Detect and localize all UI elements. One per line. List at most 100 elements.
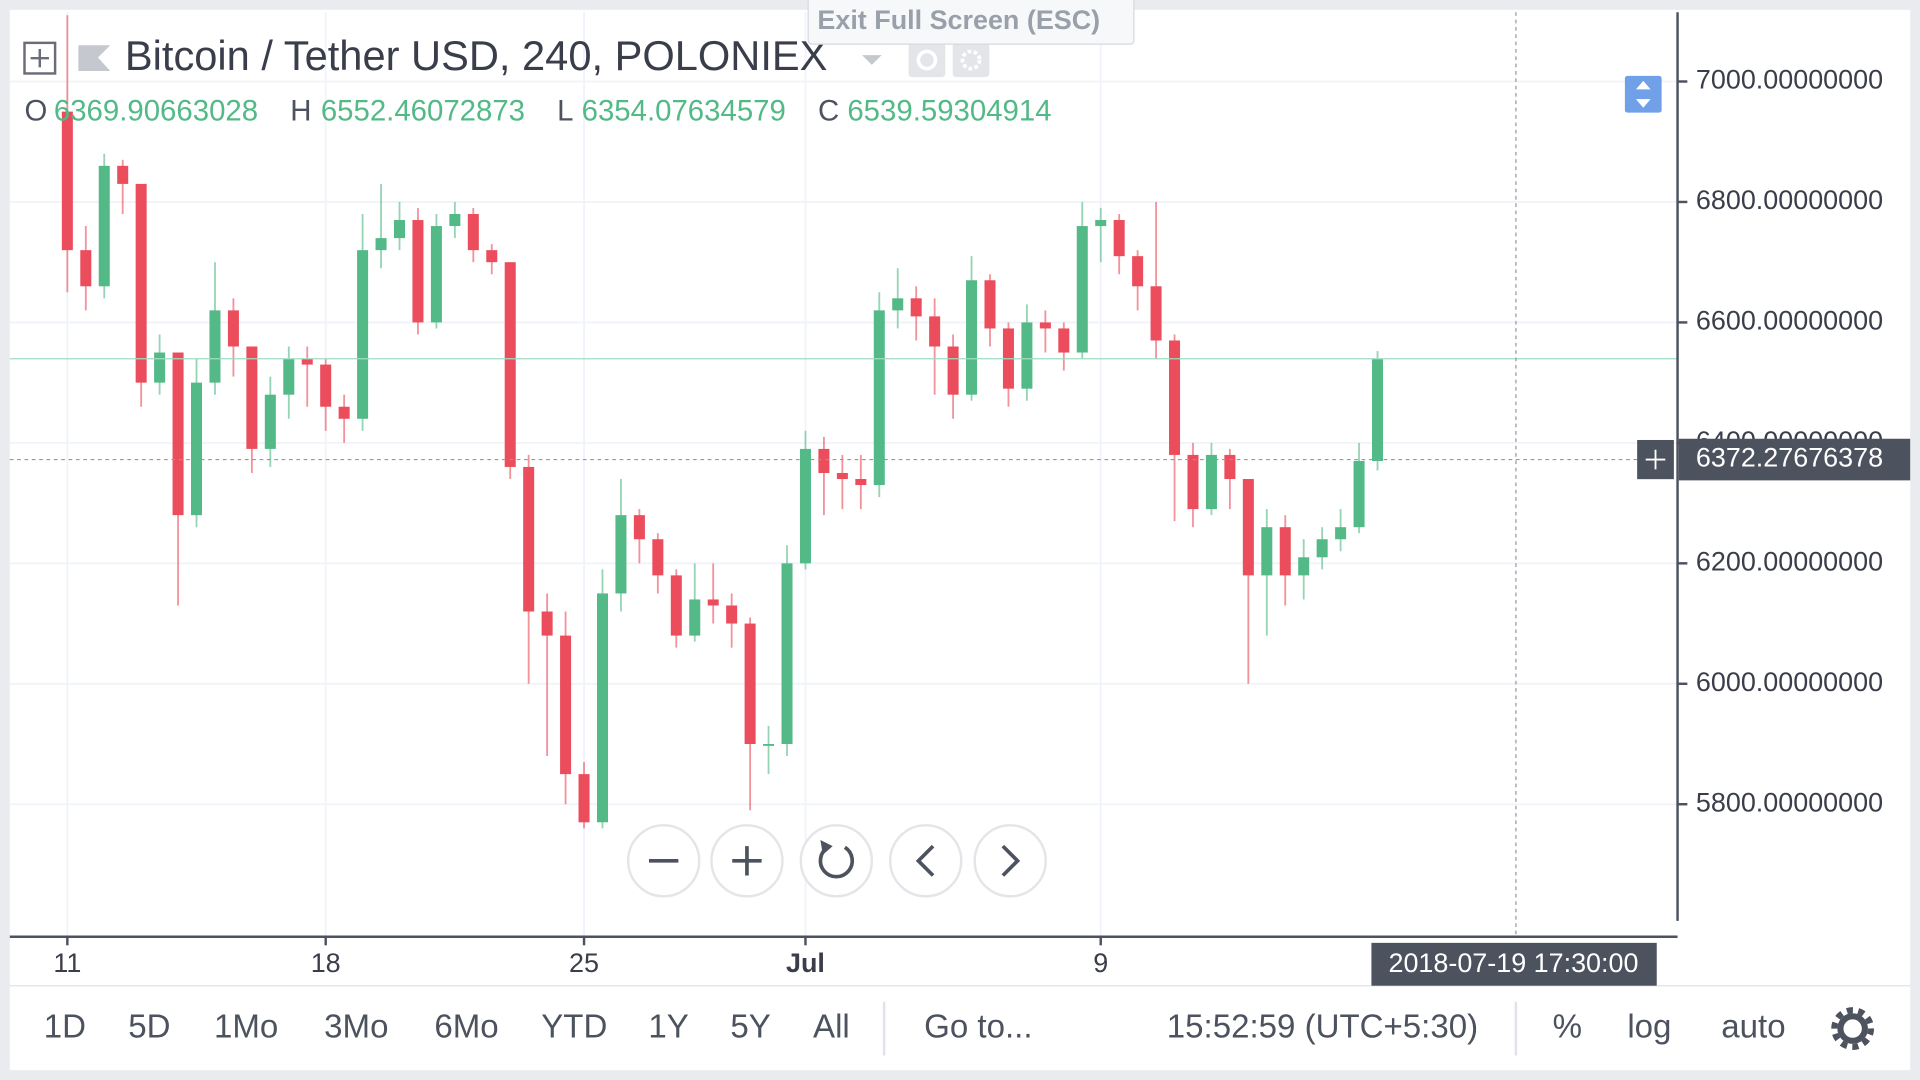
candle-body — [670, 575, 682, 636]
candle-body — [135, 183, 147, 383]
candle-body — [467, 214, 479, 251]
crosshair-price-label: 6372.27676378 — [1696, 443, 1883, 473]
candle-body — [799, 448, 811, 564]
scroll-icon — [1635, 80, 1651, 108]
y-tick-label: 7000.00000000 — [1696, 65, 1883, 95]
scroll-right-icon — [1001, 844, 1021, 877]
candle-body — [1316, 539, 1328, 558]
y-tick-label: 6000.00000000 — [1696, 667, 1883, 697]
candle-body — [98, 165, 110, 287]
candle-body — [1279, 527, 1291, 576]
candle-body — [818, 448, 830, 473]
candle-body — [357, 250, 369, 419]
symbol-header: Bitcoin / Tether USD, 240, POLONIEX O 63… — [23, 32, 1052, 127]
exit-fullscreen-button[interactable] — [807, 0, 1135, 45]
chart-title: Bitcoin / Tether USD, 240, POLONIEX — [125, 32, 828, 79]
candle-body — [910, 298, 922, 317]
zoom-controls — [626, 824, 1047, 898]
candle-body — [1021, 322, 1033, 389]
settings-small-gear — [960, 49, 982, 71]
crosshair-plus — [1645, 449, 1666, 470]
range-button[interactable]: 5D — [128, 1008, 170, 1045]
candle-body — [541, 611, 553, 636]
range-button[interactable]: All — [813, 1008, 850, 1045]
candle-body — [1372, 358, 1384, 461]
candle-body — [781, 563, 793, 745]
axes: 5800.00000000 6000.00000000 6200.00000000 6… — [53, 65, 1911, 986]
dropdown-icon[interactable] — [862, 55, 882, 65]
range-button[interactable]: YTD — [541, 1008, 607, 1045]
eye-icon[interactable] — [908, 42, 946, 78]
candle-body — [338, 406, 350, 419]
settings-button[interactable] — [1837, 1013, 1868, 1044]
scroll-right-button[interactable] — [973, 824, 1047, 898]
candle-body — [560, 635, 572, 775]
eye-icon-pupil — [916, 49, 938, 71]
chart-panel — [9, 9, 1911, 1071]
candle-body — [873, 310, 885, 486]
candle-body — [117, 165, 129, 184]
candle-body — [283, 358, 295, 395]
candle-body — [430, 226, 442, 323]
candle-body — [486, 250, 498, 263]
ohlc-value: 6354.07634579 — [582, 94, 786, 127]
ohlc-key: H — [290, 94, 311, 127]
y-tick-label: 5800.00000000 — [1696, 787, 1883, 817]
reset-arrow — [820, 840, 833, 855]
candle-body — [1298, 557, 1310, 576]
range-button[interactable]: 1D — [44, 1008, 86, 1045]
crosshair-time-box — [1371, 942, 1657, 986]
scroll-left-icon — [915, 844, 935, 877]
overlay — [9, 12, 1678, 937]
candle-body — [80, 250, 92, 287]
x-tick-label: 18 — [311, 948, 341, 978]
y-tick-label: 6800.00000000 — [1696, 185, 1883, 215]
clock: 15:52:59 (UTC+5:30) — [1167, 1008, 1478, 1045]
candle-body — [689, 599, 701, 636]
candle-body — [154, 352, 166, 383]
candle-body — [1113, 220, 1125, 257]
candle-body — [947, 346, 959, 395]
settings-small-icon[interactable] — [952, 42, 990, 78]
x-tick-label: 9 — [1093, 948, 1108, 978]
candle-body — [412, 220, 424, 323]
candle-body — [652, 539, 664, 576]
percent-button[interactable]: % — [1553, 1008, 1582, 1045]
candle-body — [1058, 328, 1070, 353]
range-button[interactable]: 5Y — [730, 1008, 770, 1045]
candle-body — [375, 238, 387, 251]
ohlc-value: 6369.90663028 — [54, 94, 258, 127]
scroll-to-realtime[interactable] — [1624, 75, 1662, 113]
x-tick-label: Jul — [786, 948, 825, 978]
add-icon[interactable] — [23, 41, 57, 75]
ohlc-value: 6552.46072873 — [321, 94, 525, 127]
scroll-left-button[interactable] — [888, 824, 963, 898]
candle-body — [227, 310, 239, 347]
candle-body — [615, 515, 627, 594]
range-button[interactable]: 3Mo — [324, 1008, 388, 1045]
range-button[interactable]: 1Mo — [214, 1008, 278, 1045]
ohlc-key: L — [557, 94, 573, 127]
range-button[interactable]: 1Y — [648, 1008, 688, 1045]
reset-icon — [818, 845, 855, 879]
candle-body — [1132, 256, 1144, 287]
range-button[interactable]: 6Mo — [434, 1008, 498, 1045]
candle-body — [892, 298, 904, 311]
candle-body — [596, 593, 608, 823]
exit-fullscreen-text: Exit Full Screen (ESC) — [817, 5, 1100, 35]
candle-body — [1242, 479, 1254, 576]
candle-body — [320, 364, 332, 407]
candle-body — [393, 220, 406, 239]
ohlc-key: O — [24, 94, 47, 127]
candle-body — [1150, 286, 1162, 341]
candle-body — [744, 623, 756, 745]
flag-icon[interactable] — [78, 45, 111, 72]
candle-body — [264, 394, 276, 449]
log-button[interactable]: log — [1627, 1008, 1671, 1045]
goto-button[interactable]: Go to... — [924, 1008, 1032, 1045]
reset-button[interactable] — [799, 824, 874, 898]
candle-body — [763, 744, 775, 746]
candle-body — [61, 111, 73, 251]
auto-button[interactable]: auto — [1721, 1008, 1785, 1045]
